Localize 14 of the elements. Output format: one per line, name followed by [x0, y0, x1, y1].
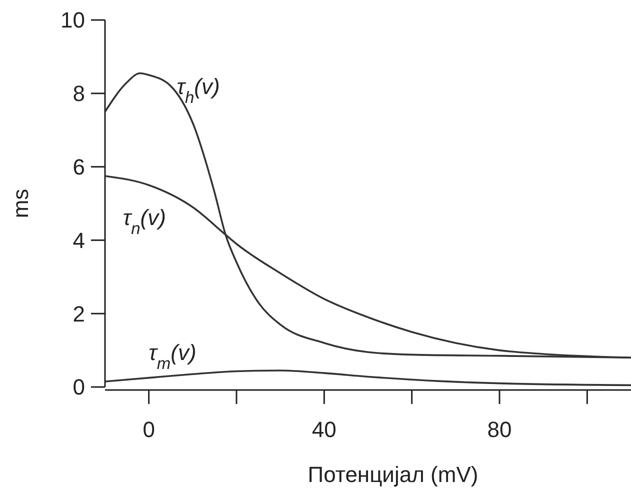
series-label: τ$_{n}$(v): [122, 205, 166, 238]
x-tick-label: 40: [312, 417, 336, 442]
x-tick-label: 80: [487, 417, 512, 442]
y-tick-label: 10: [60, 8, 85, 33]
y-axis-title: ms: [8, 188, 33, 218]
x-axis-title: Потенцијал (mV): [308, 462, 478, 487]
series-label: τ$_{h}$(v): [176, 74, 220, 108]
x-tick-label: 0: [142, 417, 155, 442]
y-tick-label: 0: [72, 374, 85, 400]
y-tick-label: 8: [72, 81, 85, 106]
y-tick-label: 2: [72, 301, 85, 326]
series-label: τ$_{m}$(v): [148, 340, 196, 374]
y-tick-label: 6: [72, 154, 85, 180]
y-tick-label: 4: [72, 228, 85, 253]
